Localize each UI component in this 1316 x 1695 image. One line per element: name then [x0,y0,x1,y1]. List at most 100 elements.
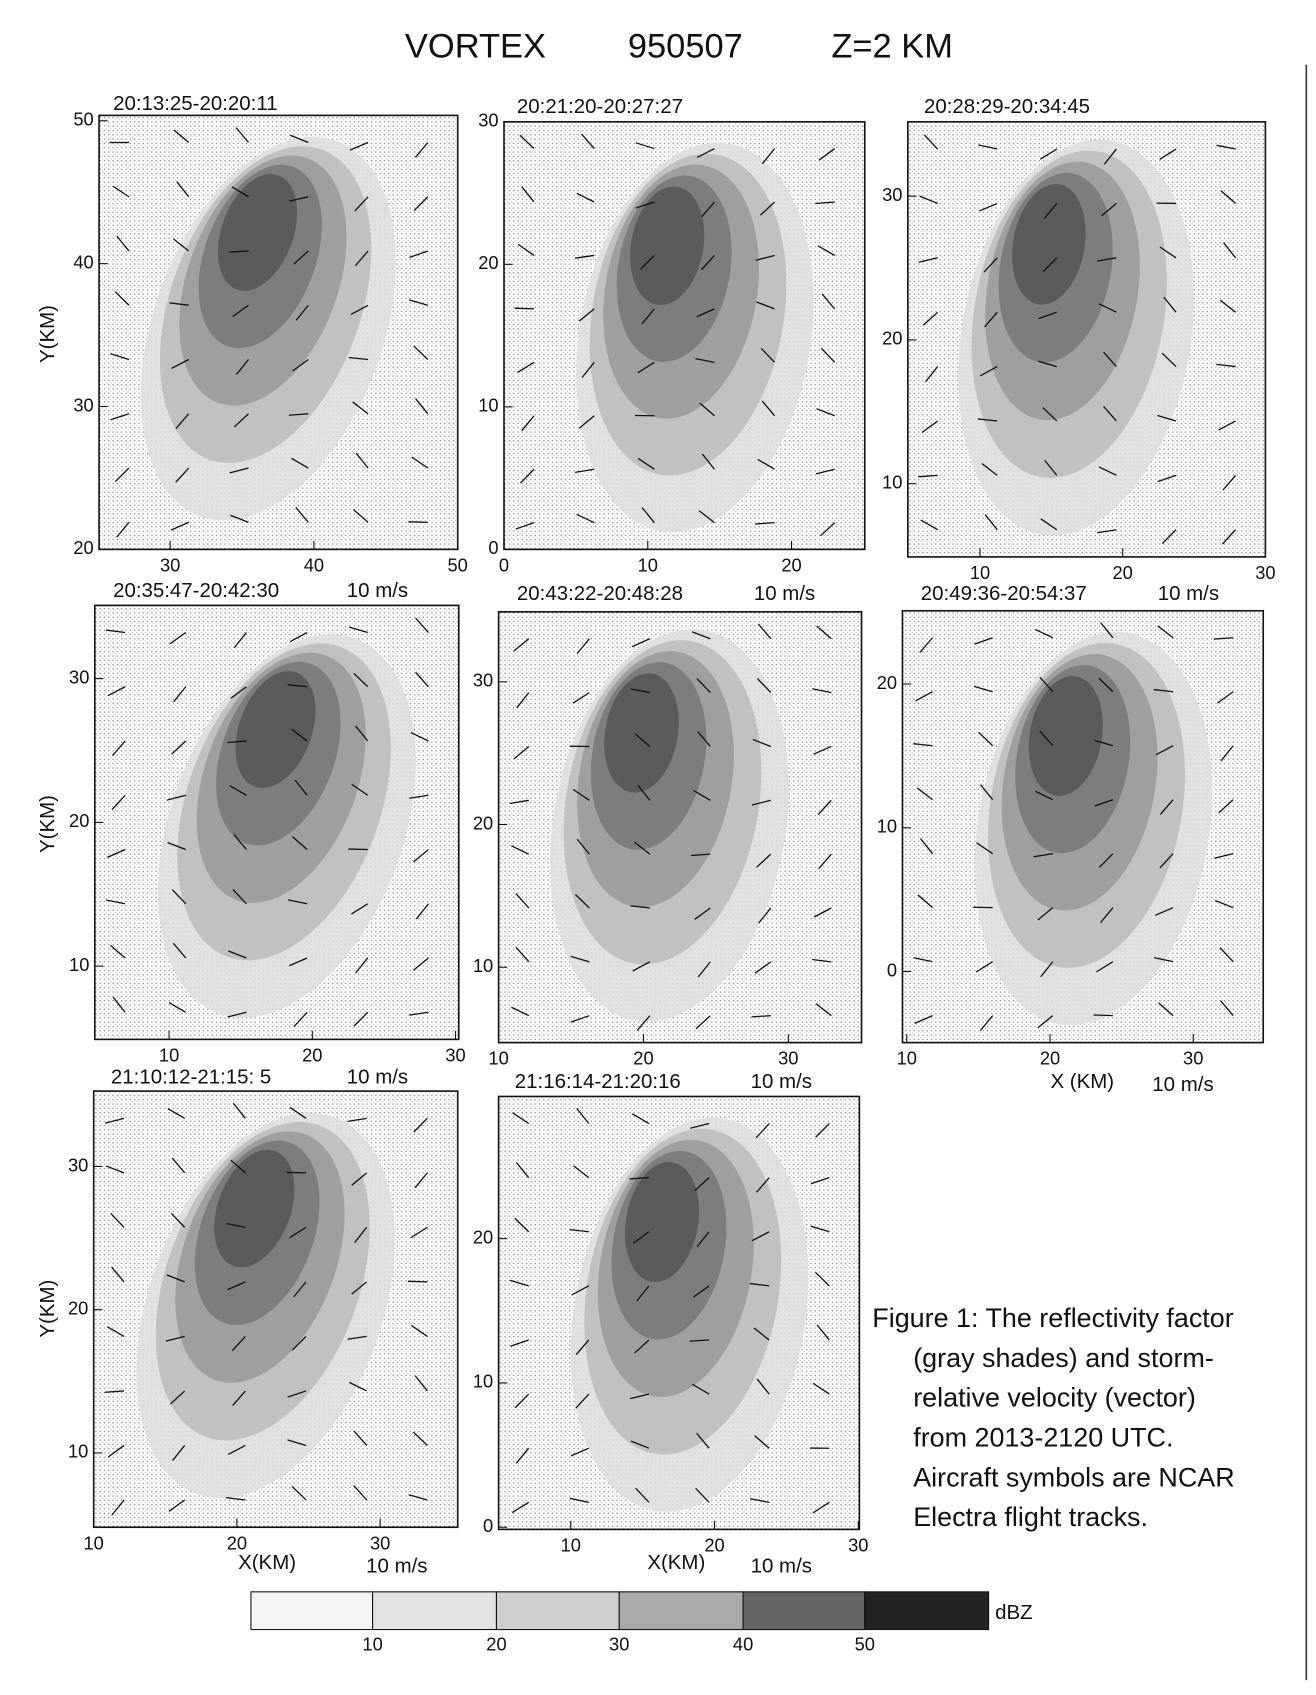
figure: VORTEX 950507 Z=2 KM 20:13:25-20:20:11 50… [0,0,1316,1690]
panel-title: 20:49:36-20:54:37 [921,582,1087,605]
panel-title: 20:28:29-20:34:45 [924,95,1090,118]
panel: 20:13:25-20:20:11 50 40 30 20 30 40 50 Y(KM) [36,92,468,575]
x-tick-label: 10 [159,1044,179,1065]
y-tick-label: 20 [68,1298,88,1319]
x-tick-label: 20 [781,554,801,575]
y-tick-label: 10 [69,954,89,975]
x-tick-label: 30 [445,1044,465,1065]
panel: 20:49:36-20:54:37 10 m/s 20 10 0 10 20 30 X (KM)… [877,582,1264,1096]
x-tick-label: 20 [704,1534,724,1555]
x-tick-label: 20 [302,1044,322,1065]
panel: 21:16:14-21:20:16 10 m/s 20 10 0 10 20 30 X(KM) 1… [473,1070,869,1578]
x-tick-label: 20 [633,1048,653,1069]
colorbar-tick: 30 [609,1634,629,1655]
x-tick-label: 40 [304,554,324,575]
y-tick-label: 20 [69,810,89,831]
x-tick-label: 50 [448,554,468,575]
colorbar-segment [865,1592,989,1630]
colorbar-unit: dBZ [995,1601,1033,1624]
y-tick-label: 0 [887,959,897,980]
page: { "header": {"parts": ["VORTEX", "950507… [0,0,1316,1690]
y-tick-label: 20 [473,1226,493,1247]
x-tick-label: 10 [488,1048,508,1069]
x-tick-label: 20 [227,1532,247,1553]
velocity-vector [515,308,534,309]
y-axis-label: Y(KM) [36,795,59,853]
colorbar-tick: 50 [855,1634,875,1655]
y-tick-label: 10 [68,1441,88,1462]
y-tick-label: 0 [488,537,498,558]
caption-line: relative velocity (vector) [913,1383,1196,1413]
velocity-vector [1094,1015,1113,1016]
caption-line: from 2013-2120 UTC. [913,1422,1173,1452]
panel: 20:35:47-20:42:30 10 m/s 30 20 10 10 20 30 Y(KM) [36,579,466,1066]
scale-label: 10 m/s [751,1070,812,1093]
y-tick-label: 20 [473,812,493,833]
x-tick-label: 20 [1113,562,1133,583]
title-part: VORTEX [405,28,546,66]
scale-label: 10 m/s [751,1554,812,1577]
scale-label: 10 m/s [347,1066,408,1089]
y-tick-label: 30 [73,394,93,415]
scale-label: 10 m/s [366,1554,427,1577]
caption-line: Aircraft symbols are NCAR [913,1462,1234,1492]
panel: 20:21:20-20:27:27 30 20 10 00 10 20 [478,95,865,575]
y-tick-label: 30 [478,110,498,131]
panel-title: 20:13:25-20:20:11 [113,92,278,115]
x-tick-label: 30 [1183,1048,1203,1069]
colorbar-segment [619,1592,743,1630]
y-tick-label: 20 [882,328,902,349]
caption-line: Figure 1: The reflectivity factor [872,1303,1233,1333]
scale-label: 10 m/s [347,579,408,602]
y-tick-label: 10 [882,472,902,493]
x-axis-label: X (KM) [1050,1070,1114,1093]
x-tick-label: 30 [778,1048,798,1069]
scale-label: 10 m/s [1152,1073,1213,1096]
y-tick-label: 30 [69,666,89,687]
panel-title: 20:35:47-20:42:30 [113,579,279,602]
x-tick-label: 20 [1040,1048,1060,1069]
scale-label: 10 m/s [1158,582,1219,605]
y-tick-label: 40 [73,251,93,272]
scale-label: 10 m/s [754,582,815,605]
x-tick-label: 0 [499,554,509,575]
x-tick-label: 10 [638,554,658,575]
title-part: Z=2 KM [831,28,953,66]
y-tick-label: 10 [473,955,493,976]
x-tick-label: 10 [84,1532,104,1553]
panel-title: 21:16:14-21:20:16 [515,1070,681,1093]
velocity-vector [408,1281,427,1282]
y-tick-label: 10 [877,816,897,837]
colorbar-tick: 40 [733,1634,753,1655]
panel-title: 21:10:12-21:15: 5 [111,1066,271,1089]
x-tick-label: 30 [160,554,180,575]
colorbar-tick: 10 [362,1634,382,1655]
x-axis-label: X(KM) [647,1551,705,1574]
y-tick-label: 20 [73,537,93,558]
colorbar-segment [743,1592,865,1630]
y-tick-label: 20 [877,672,897,693]
y-tick-label: 30 [882,184,902,205]
x-tick-label: 30 [370,1532,390,1553]
colorbar-segment [373,1592,497,1630]
x-tick-label: 30 [848,1534,868,1555]
caption-line: (gray shades) and storm- [913,1343,1214,1373]
colorbar-segment [496,1592,619,1630]
y-axis-label: Y(KM) [36,305,59,363]
y-tick-label: 30 [68,1154,88,1175]
y-tick-label: 50 [73,109,93,130]
x-tick-label: 10 [897,1048,917,1069]
y-tick-label: 10 [478,395,498,416]
x-tick-label: 10 [561,1534,581,1555]
panel-title: 20:43:22-20:48:28 [517,582,683,605]
title-part: 950507 [628,28,743,66]
y-axis-label: Y(KM) [36,1280,59,1338]
colorbar-segment [251,1592,373,1630]
y-tick-label: 20 [478,252,498,273]
y-tick-label: 10 [473,1371,493,1392]
panel-title: 20:21:20-20:27:27 [517,95,683,118]
y-tick-label: 0 [483,1515,493,1536]
